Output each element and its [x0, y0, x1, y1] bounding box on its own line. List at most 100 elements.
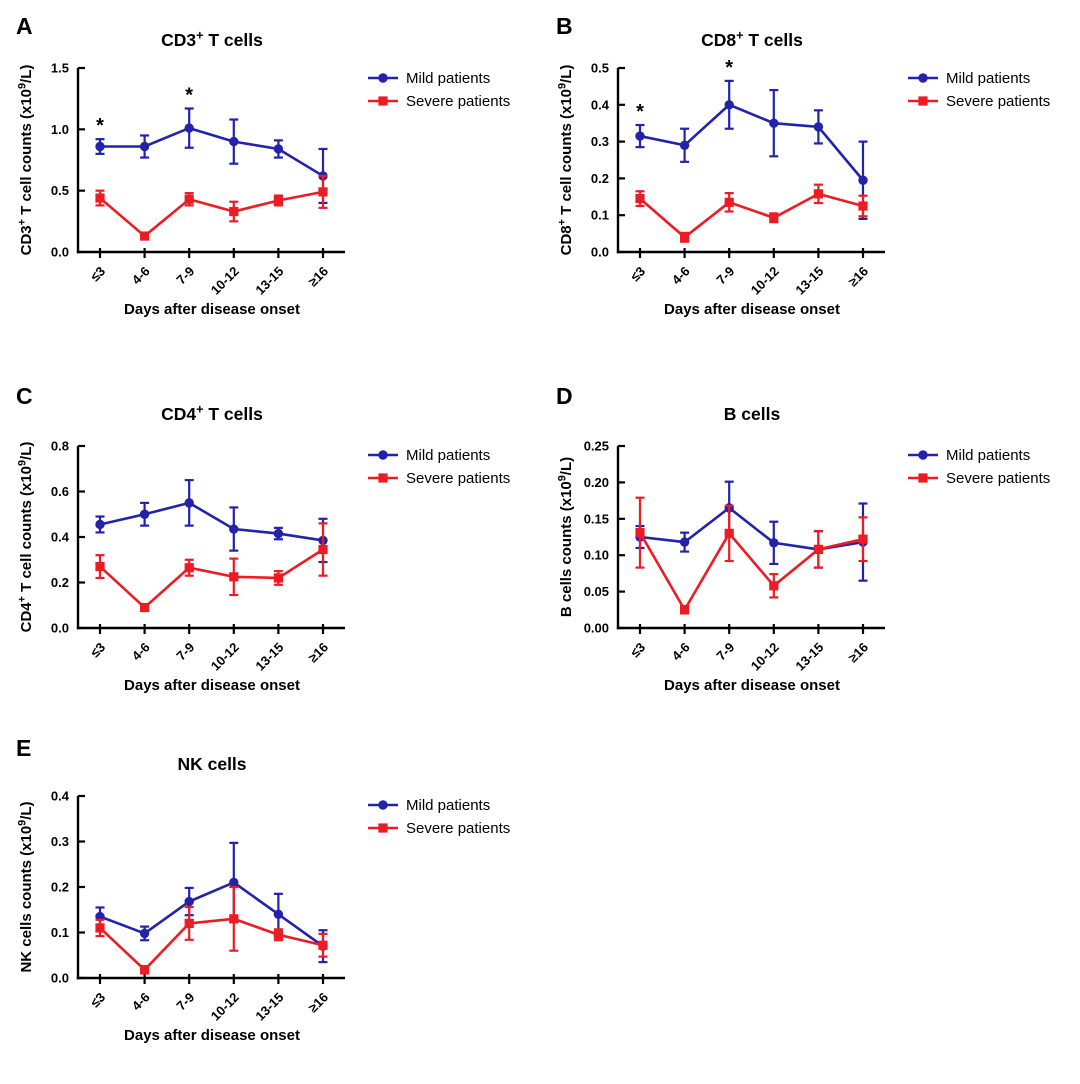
- mild-series-line: [100, 126, 324, 178]
- x-tick-label: 4-6: [669, 640, 693, 664]
- panel-b-cd8-t-cells-chart: B CD8+ T cells CD8+ T cell counts (x109/L)…: [556, 13, 1050, 318]
- severe-series-line: [99, 917, 324, 972]
- x-tick-label: ≤3: [87, 990, 108, 1011]
- x-tick-label: 10-12: [208, 264, 242, 298]
- chart-title: CD4+ T cells: [161, 402, 263, 424]
- legend-mild-marker-icon: [378, 73, 388, 83]
- panel-c-cd4-t-cells-chart: C CD4+ T cells CD4+ T cell counts (x109/L)…: [16, 383, 510, 694]
- severe-data-point-marker: [769, 213, 779, 223]
- x-tick-label: ≤3: [87, 640, 108, 661]
- severe-data-point-marker: [273, 930, 283, 940]
- severe-data-point-marker: [813, 544, 823, 554]
- mild-data-point-marker: [679, 140, 690, 150]
- x-tick-label: ≥16: [845, 264, 871, 290]
- x-tick-label: 10-12: [748, 640, 782, 674]
- severe-data-point-marker: [858, 201, 868, 211]
- x-axis-label: Days after disease onset: [124, 301, 300, 318]
- y-tick-label: 1.5: [51, 61, 69, 76]
- y-tick-label: 0.6: [51, 484, 69, 499]
- x-tick-label: 4-6: [129, 640, 153, 664]
- y-tick-label: 0.20: [584, 475, 609, 490]
- significance-asterisk: *: [636, 101, 644, 123]
- panel-d-b-cells-chart: D B cells B cells counts (x109/L) Days afte…: [556, 383, 1050, 694]
- y-tick-label: 0.00: [584, 621, 609, 636]
- mild-data-point-marker: [95, 519, 105, 530]
- x-tick-label: 10-12: [208, 640, 242, 674]
- y-axis-label: CD3+ T cell counts (x109/L): [16, 65, 35, 256]
- legend-mild-label: Mild patients: [406, 70, 490, 87]
- panel-letter: D: [556, 383, 573, 409]
- y-tick-label: 0.4: [591, 97, 610, 112]
- x-tick-label: 13-15: [792, 640, 826, 674]
- x-tick-label: ≥16: [305, 640, 331, 666]
- mild-data-point-marker: [229, 524, 239, 534]
- panel-letter: C: [16, 383, 33, 409]
- x-tick-label: 7-9: [173, 990, 197, 1014]
- chart-title: NK cells: [177, 754, 246, 774]
- legend-mild-marker-icon: [378, 800, 388, 810]
- mild-data-point-marker: [769, 118, 779, 128]
- severe-data-point-marker: [318, 544, 328, 555]
- mild-data-point-marker: [769, 538, 779, 548]
- mild-data-point-marker: [229, 877, 239, 888]
- severe-data-point-marker: [140, 965, 150, 975]
- severe-data-point-marker: [184, 194, 194, 204]
- severe-series-line: [99, 190, 324, 238]
- legend-severe-label: Severe patients: [406, 93, 510, 110]
- severe-data-point-marker: [229, 914, 239, 924]
- x-tick-label: 7-9: [173, 264, 197, 288]
- mild-data-point-marker: [229, 136, 239, 147]
- legend-severe-label: Severe patients: [406, 820, 510, 837]
- panel-letter: B: [556, 13, 573, 39]
- legend-mild-label: Mild patients: [946, 447, 1030, 464]
- severe-data-point-marker: [184, 563, 194, 573]
- severe-series-line: [639, 192, 864, 239]
- legend-severe-label: Severe patients: [946, 470, 1050, 487]
- legend-mild-label: Mild patients: [946, 70, 1030, 87]
- x-axis-label: Days after disease onset: [124, 1027, 300, 1044]
- mild-data-point-marker: [273, 909, 284, 919]
- mild-data-point-marker: [724, 100, 734, 110]
- x-tick-label: ≤3: [627, 640, 648, 661]
- mild-data-point-marker: [679, 537, 690, 547]
- mild-data-point-marker: [273, 528, 284, 539]
- x-tick-label: 10-12: [208, 990, 242, 1024]
- legend-severe-marker-icon: [378, 473, 388, 483]
- x-tick-label: 13-15: [792, 264, 826, 298]
- y-tick-label: 0.2: [51, 575, 69, 590]
- legend-mild-marker-icon: [918, 450, 928, 460]
- legend-mild-marker-icon: [378, 450, 388, 460]
- x-tick-label: 13-15: [252, 264, 286, 298]
- legend-mild-label: Mild patients: [406, 797, 490, 814]
- chart-title: CD8+ T cells: [701, 28, 803, 50]
- severe-data-point-marker: [95, 561, 105, 572]
- severe-data-point-marker: [858, 534, 868, 544]
- mild-series-line: [99, 501, 324, 542]
- y-tick-label: 0.0: [51, 621, 69, 636]
- mild-data-point-marker: [139, 928, 150, 939]
- severe-data-point-marker: [273, 573, 283, 583]
- mild-data-point-marker: [184, 123, 194, 133]
- y-tick-label: 0.2: [591, 171, 609, 186]
- mild-data-point-marker: [184, 498, 194, 508]
- y-tick-label: 0.5: [591, 61, 609, 76]
- panel-letter: E: [16, 735, 31, 761]
- severe-data-point-marker: [95, 923, 105, 933]
- x-tick-label: ≥16: [845, 640, 871, 666]
- severe-data-point-marker: [318, 187, 328, 197]
- y-tick-label: 0.4: [51, 789, 70, 804]
- severe-data-point-marker: [724, 197, 734, 207]
- x-tick-label: 13-15: [252, 640, 286, 674]
- y-tick-label: 0.3: [591, 134, 609, 149]
- legend-severe-marker-icon: [378, 96, 388, 106]
- x-tick-label: 7-9: [173, 640, 197, 664]
- y-tick-label: 0.5: [51, 183, 69, 198]
- legend-severe-marker-icon: [918, 96, 928, 106]
- severe-data-point-marker: [680, 605, 690, 615]
- severe-series-line: [99, 548, 324, 610]
- y-tick-label: 0.10: [584, 548, 609, 563]
- mild-data-point-marker: [139, 141, 150, 152]
- mild-series-line: [99, 880, 324, 948]
- y-tick-label: 0.3: [51, 834, 69, 849]
